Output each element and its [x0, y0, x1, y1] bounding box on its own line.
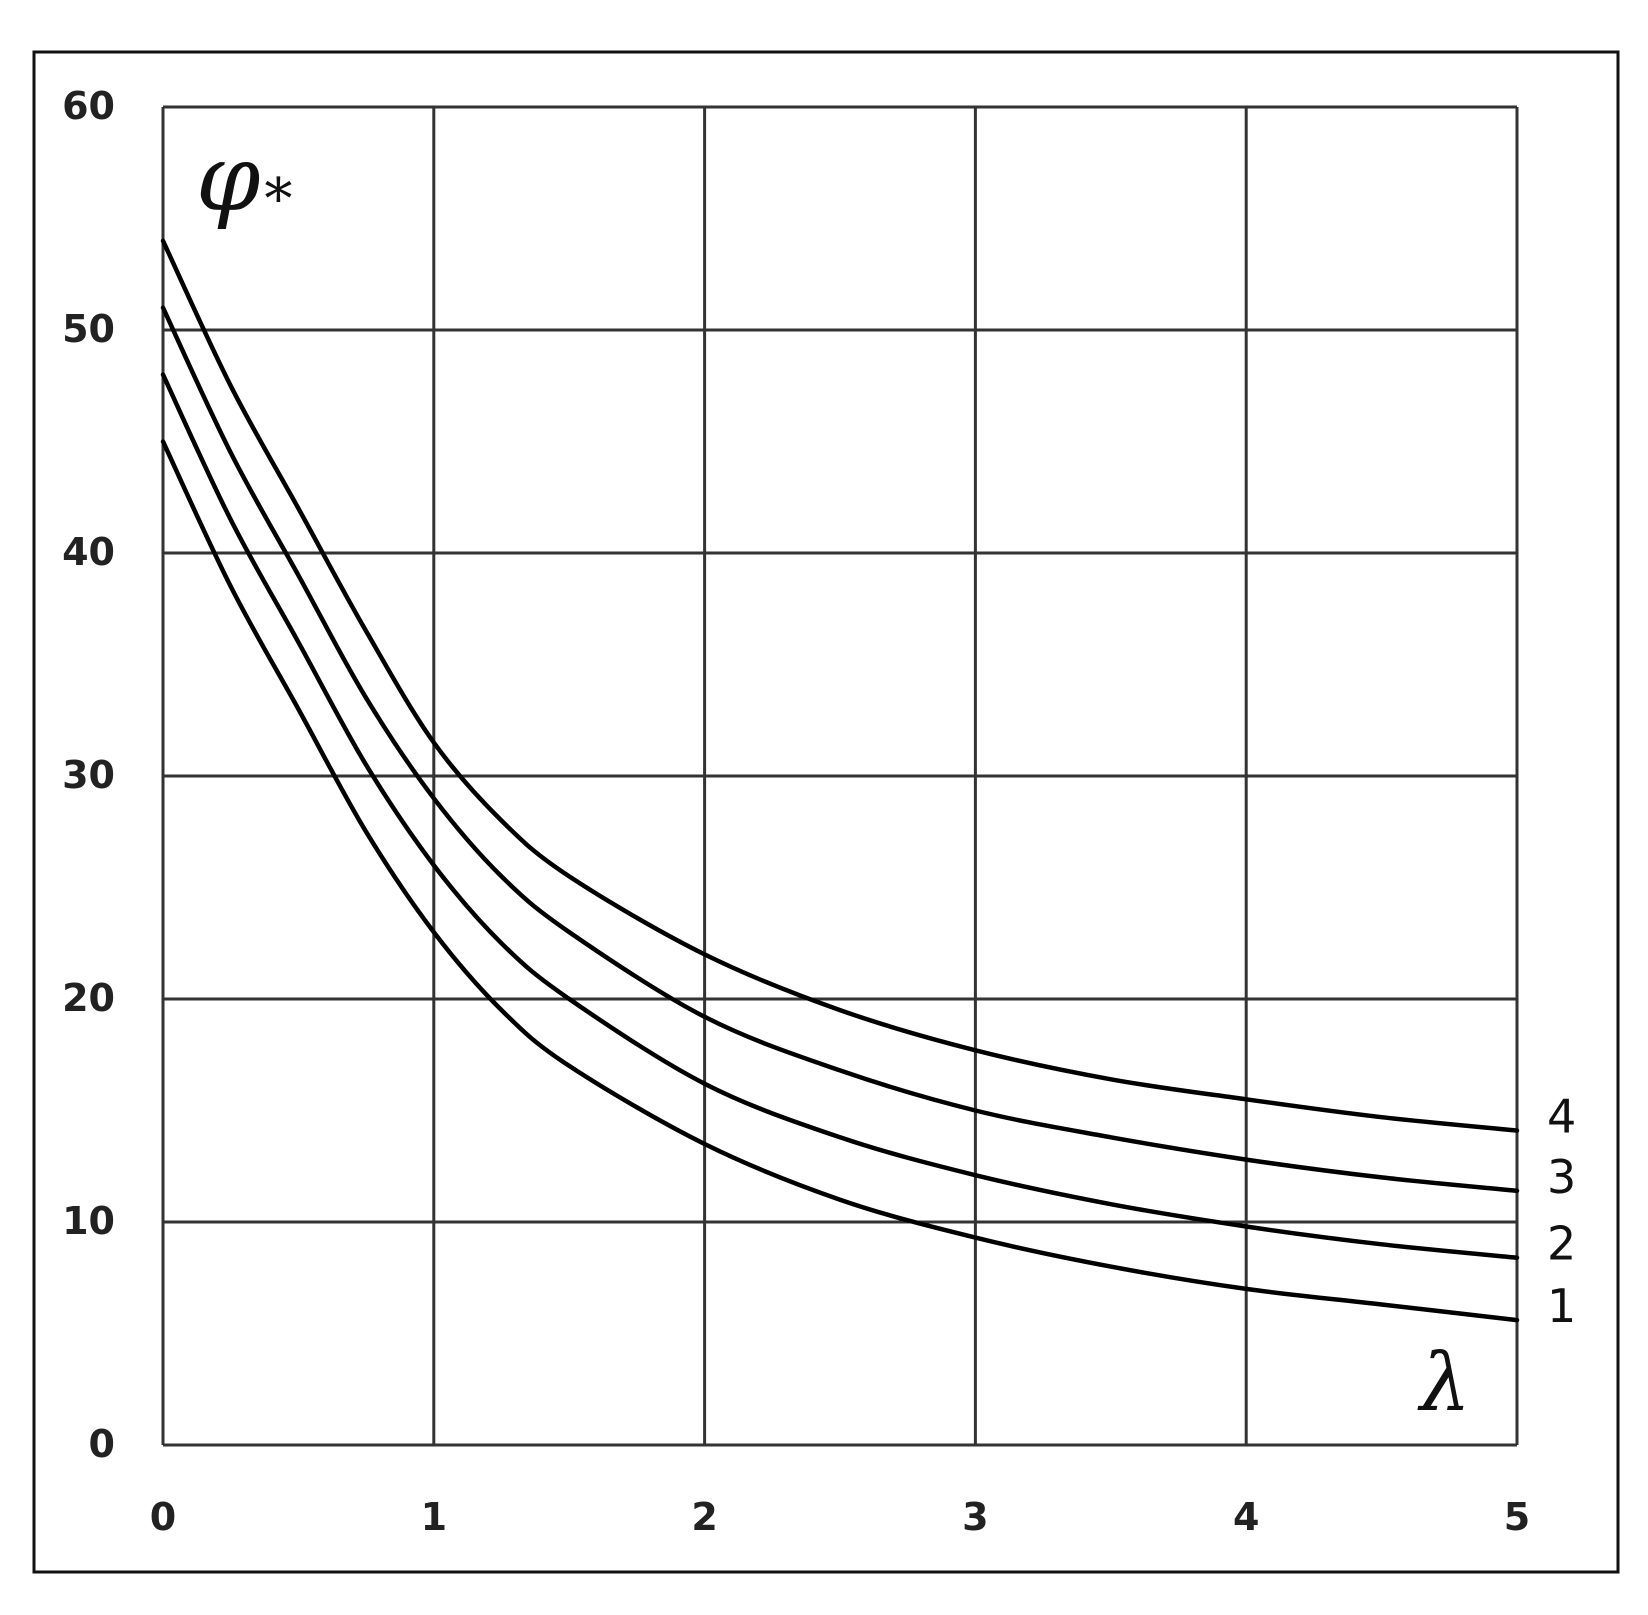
x-tick-label: 3	[962, 1495, 988, 1539]
y-tick-label: 50	[62, 307, 115, 351]
x-tick-label: 5	[1504, 1495, 1530, 1539]
series-line-2	[160, 372, 1520, 1260]
y-axis-title: φ*	[196, 125, 292, 232]
series-line-3	[160, 305, 1520, 1194]
y-tick-label: 60	[62, 84, 115, 128]
series-group	[160, 238, 1520, 1323]
x-tick-label: 0	[150, 1495, 176, 1539]
y-tick-label: 30	[62, 753, 115, 797]
y-tick-labels: 0 10 20 30 40 50 60	[62, 84, 115, 1466]
series-line-4	[160, 238, 1520, 1133]
y-tick-label: 20	[62, 976, 115, 1020]
curve-label-3: 3	[1547, 1150, 1576, 1204]
y-tick-label: 10	[62, 1199, 115, 1243]
curve-labels: 1 2 3 4	[1547, 1090, 1576, 1334]
y-tick-label: 0	[89, 1422, 115, 1466]
curve-label-4: 4	[1547, 1090, 1576, 1144]
grid	[161, 105, 1519, 1447]
series-line-1	[160, 439, 1520, 1323]
x-axis-title: λ	[1417, 1336, 1471, 1429]
x-tick-label: 4	[1233, 1495, 1259, 1539]
figure-frame	[32, 50, 1620, 1574]
curve-label-1: 1	[1547, 1279, 1576, 1333]
x-tick-label: 1	[421, 1495, 447, 1539]
y-tick-label: 40	[62, 530, 115, 574]
x-tick-label: 2	[691, 1495, 717, 1539]
curve-label-2: 2	[1547, 1217, 1576, 1271]
x-tick-labels: 0 1 2 3 4 5	[150, 1495, 1530, 1539]
